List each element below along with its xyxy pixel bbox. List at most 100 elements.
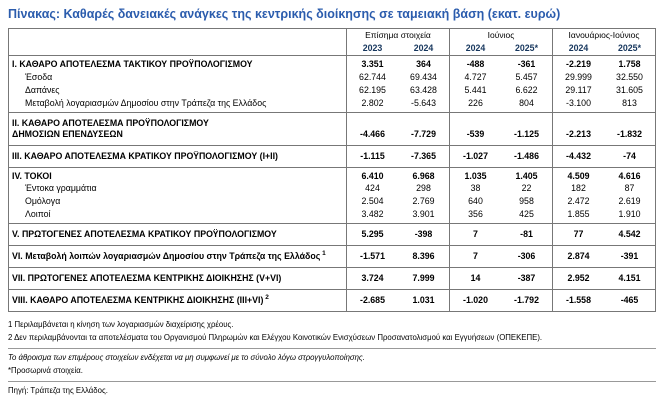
value-cell: 2.504 bbox=[361, 196, 384, 207]
value-cell: 62.195 bbox=[359, 84, 386, 95]
footnote-3: *Προσωρινά στοιχεία. bbox=[8, 365, 83, 375]
table-row: VIII. ΚΑΘΑΡΟ ΑΠΟΤΕΛΕΣΜΑ ΚΕΝΤΡΙΚΗΣ ΔΙΟΙΚΗ… bbox=[8, 289, 656, 312]
value-cell: -391 bbox=[620, 251, 639, 262]
value-cell: 69.434 bbox=[398, 70, 450, 84]
table-row: Λοιποί 3.482 3.901 356 425 1.855 1.910 bbox=[8, 208, 656, 224]
value-cell: 31.605 bbox=[616, 84, 643, 95]
value-cell: 14 bbox=[470, 273, 481, 284]
value-cell: -74 bbox=[623, 150, 636, 161]
table-section-2: ΙΙΙ. ΚΑΘΑΡΟ ΑΠΟΤΕΛΕΣΜΑ ΚΡΑΤΙΚΟΥ ΠΡΟΫΠΟΛΟ… bbox=[8, 145, 656, 167]
value-cell: -1.027 bbox=[463, 150, 488, 161]
year-header: 2024 bbox=[465, 42, 486, 53]
value-cell: -1.020 bbox=[463, 295, 488, 306]
value-cell: 6.968 bbox=[398, 167, 450, 183]
value-cell: 2.619 bbox=[618, 196, 641, 207]
table-row: ΙΙ. ΚΑΘΑΡΟ ΑΠΟΤΕΛΕΣΜΑ ΠΡΟΫΠΟΛΟΓΙΣΜΟΥ ΔΗΜΟ… bbox=[8, 112, 656, 146]
row-label: Ομόλογα bbox=[8, 195, 347, 209]
value-cell: 32.550 bbox=[616, 71, 643, 82]
value-cell: -7.729 bbox=[398, 112, 450, 146]
footnote-0: 1 Περιλαμβάνεται η κίνηση των λογαριασμώ… bbox=[8, 320, 234, 330]
footnote-2: Το άθροισμα των επιμέρους στοιχείων ενδέ… bbox=[8, 348, 656, 365]
table-section-4: V. ΠΡΩΤΟΓΕΝΕΣ ΑΠΟΤΕΛΕΣΜΑ ΚΡΑΤΙΚΟΥ ΠΡΟΫΠΟ… bbox=[8, 223, 656, 246]
value-cell: -1.558 bbox=[566, 295, 591, 306]
value-cell: -81 bbox=[501, 223, 553, 246]
value-cell: 1.758 bbox=[618, 58, 641, 69]
value-cell: 4.509 bbox=[567, 170, 590, 181]
row-label: Έσοδα bbox=[8, 70, 347, 84]
value-cell: 958 bbox=[501, 195, 553, 209]
table-row: V. ΠΡΩΤΟΓΕΝΕΣ ΑΠΟΤΕΛΕΣΜΑ ΚΡΑΤΙΚΟΥ ΠΡΟΫΠΟ… bbox=[8, 223, 656, 246]
value-cell: 424 bbox=[365, 183, 380, 194]
row-label: ΙΙ. ΚΑΘΑΡΟ ΑΠΟΤΕΛΕΣΜΑ ΠΡΟΫΠΟΛΟΓΙΣΜΟΥ ΔΗΜΟ… bbox=[8, 112, 347, 146]
value-cell: 4.151 bbox=[618, 273, 641, 284]
page-title: Πίνακας: Καθαρές δανειακές ανάγκες της κ… bbox=[8, 7, 561, 21]
column-group-1: Ιούνιος bbox=[449, 28, 553, 42]
value-cell: 3.482 bbox=[361, 209, 384, 220]
table-row: Μεταβολή λογαριασμών Δημοσίου στην Τράπε… bbox=[8, 96, 656, 113]
value-cell: 29.999 bbox=[565, 71, 592, 82]
footnote-4: Πηγή: Τράπεζα της Ελλάδος. bbox=[8, 381, 656, 398]
row-label: Μεταβολή λογαριασμών Δημοσίου στην Τράπε… bbox=[8, 96, 347, 113]
value-cell: 804 bbox=[501, 96, 553, 113]
value-cell: 640 bbox=[468, 196, 483, 207]
table-header: Επίσημα στοιχεία Ιούνιος Ιανουάριος-Ιούνιο… bbox=[8, 28, 656, 56]
value-cell: -387 bbox=[501, 267, 553, 290]
value-cell: 226 bbox=[468, 97, 483, 108]
value-cell: 356 bbox=[468, 209, 483, 220]
table-row: VII. ΠΡΩΤΟΓΕΝΕΣ ΑΠΟΤΕΛΕΣΜΑ ΚΕΝΤΡΙΚΗΣ ΔΙΟ… bbox=[8, 267, 656, 290]
value-cell: -4.432 bbox=[566, 150, 591, 161]
value-cell: 22 bbox=[501, 182, 553, 196]
value-cell: -1.486 bbox=[501, 145, 553, 167]
table-section-0: Ι. ΚΑΘΑΡΟ ΑΠΟΤΕΛΕΣΜΑ ΤΑΚΤΙΚΟΥ ΠΡΟΫΠΟΛΟΓΙ… bbox=[8, 55, 656, 113]
table-row: Ομόλογα 2.504 2.769 640 958 2.472 2.619 bbox=[8, 195, 656, 209]
value-cell: 4.542 bbox=[618, 229, 641, 240]
value-cell: 3.351 bbox=[361, 58, 384, 69]
value-cell: 3.724 bbox=[361, 273, 384, 284]
footnotes: 1 Περιλαμβάνεται η κίνηση των λογαριασμώ… bbox=[8, 319, 656, 398]
value-cell: 182 bbox=[571, 183, 586, 194]
row-label: Ι. ΚΑΘΑΡΟ ΑΠΟΤΕΛΕΣΜΑ ΤΑΚΤΙΚΟΥ ΠΡΟΫΠΟΛΟΓΙ… bbox=[8, 55, 347, 71]
value-cell: 6.622 bbox=[501, 83, 553, 97]
row-label: Λοιποί bbox=[8, 208, 347, 224]
table-row: Δαπάνες 62.195 63.428 5.441 6.622 29.117 31.60… bbox=[8, 83, 656, 97]
value-cell: 1.031 bbox=[398, 289, 450, 312]
value-cell: 6.410 bbox=[361, 170, 384, 181]
value-cell: -1.792 bbox=[501, 289, 553, 312]
value-cell: 1.855 bbox=[567, 209, 590, 220]
table-row: ΙΙΙ. ΚΑΘΑΡΟ ΑΠΟΤΕΛΕΣΜΑ ΚΡΑΤΙΚΟΥ ΠΡΟΫΠΟΛΟ… bbox=[8, 145, 656, 167]
value-cell: 62.744 bbox=[359, 71, 386, 82]
value-cell: 364 bbox=[398, 55, 450, 71]
value-cell: 7.999 bbox=[398, 267, 450, 290]
corner-cell bbox=[8, 28, 347, 42]
value-cell: 7 bbox=[473, 229, 478, 240]
value-cell: 5.295 bbox=[361, 229, 384, 240]
value-cell: -5.643 bbox=[398, 96, 450, 113]
corner-cell-years bbox=[8, 41, 347, 56]
value-cell: 298 bbox=[398, 182, 450, 196]
value-cell: -2.213 bbox=[566, 128, 591, 139]
value-cell: 29.117 bbox=[565, 84, 592, 95]
value-cell: 813 bbox=[622, 97, 637, 108]
year-header: 2025* bbox=[501, 41, 553, 56]
table-section-5: VI. Μεταβολή λοιπών λογαριασμών Δημοσίου… bbox=[8, 245, 656, 268]
value-cell: -1.125 bbox=[501, 112, 553, 146]
table-section-6: VII. ΠΡΩΤΟΓΕΝΕΣ ΑΠΟΤΕΛΕΣΜΑ ΚΕΝΤΡΙΚΗΣ ΔΙΟ… bbox=[8, 267, 656, 290]
table-section-3: IV. ΤΟΚΟΙ 6.410 6.968 1.035 1.405 4.509 4.616 Έ… bbox=[8, 167, 656, 224]
table-section-7: VIII. ΚΑΘΑΡΟ ΑΠΟΤΕΛΕΣΜΑ ΚΕΝΤΡΙΚΗΣ ΔΙΟΙΚΗ… bbox=[8, 289, 656, 312]
needs-table: Επίσημα στοιχεία Ιούνιος Ιανουάριος-Ιούνιο… bbox=[8, 28, 656, 313]
value-cell: -2.219 bbox=[566, 58, 591, 69]
value-cell: 77 bbox=[573, 229, 584, 240]
row-label: VIII. ΚΑΘΑΡΟ ΑΠΟΤΕΛΕΣΜΑ ΚΕΝΤΡΙΚΗΣ ΔΙΟΙΚΗ… bbox=[8, 289, 347, 312]
value-cell: -2.685 bbox=[360, 295, 385, 306]
year-header: 2024 bbox=[568, 42, 589, 53]
value-cell: 87 bbox=[624, 183, 635, 194]
value-cell: 5.457 bbox=[501, 70, 553, 84]
value-cell: 2.802 bbox=[361, 97, 384, 108]
value-cell: -1.571 bbox=[360, 251, 385, 262]
value-cell: 1.035 bbox=[464, 170, 487, 181]
value-cell: 3.901 bbox=[398, 208, 450, 224]
value-cell: -361 bbox=[501, 55, 553, 71]
value-cell: 1.910 bbox=[618, 209, 641, 220]
value-cell: 425 bbox=[501, 208, 553, 224]
year-header: 2023 bbox=[362, 42, 383, 53]
